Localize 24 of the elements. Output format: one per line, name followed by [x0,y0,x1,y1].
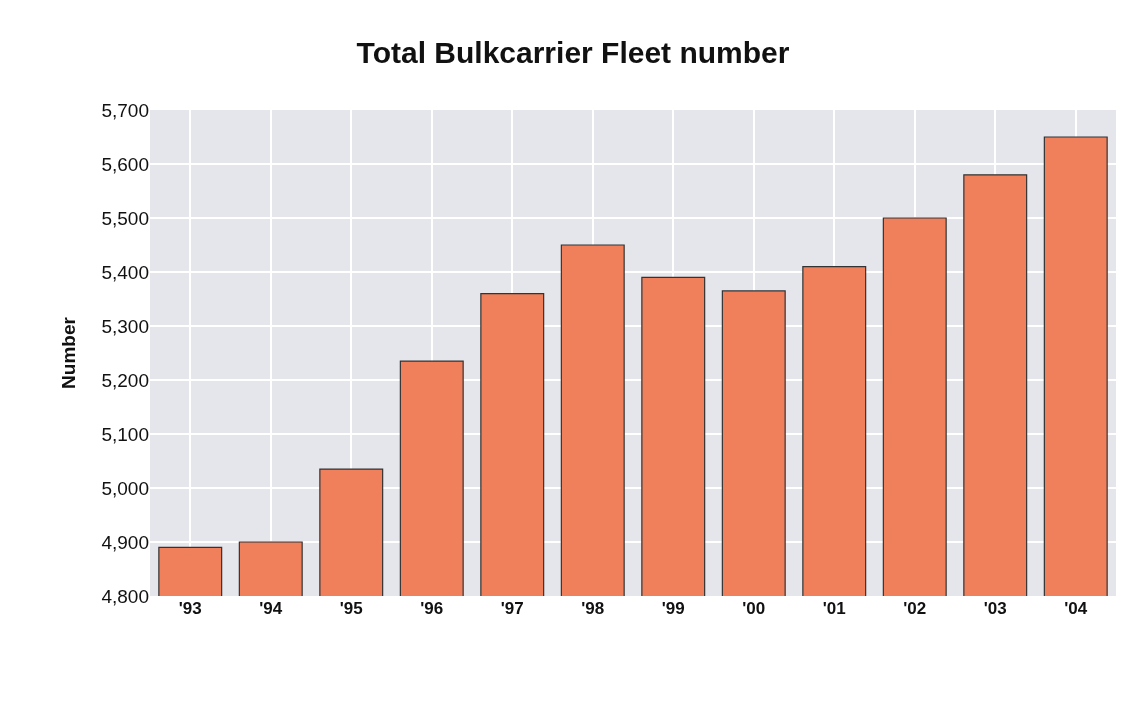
x-tick-label: '03 [983,599,1007,618]
x-tick-label: '99 [661,599,685,618]
x-tick-label: '98 [581,599,605,618]
y-tick-label: 5,400 [101,261,149,283]
x-tick-label: '95 [339,599,363,618]
y-tick-label: 5,500 [101,207,149,229]
x-tick-label: '96 [420,599,444,618]
y-tick-label: 5,100 [101,423,149,445]
x-tick-label: '04 [1064,599,1088,618]
x-tick-label: '00 [742,599,766,618]
x-tick-label: '97 [500,599,524,618]
y-tick-label: 4,800 [101,585,149,607]
chart-title: Total Bulkcarrier Fleet number [356,36,790,70]
y-tick-label: 5,000 [101,477,149,499]
y-tick-label: 5,700 [101,99,149,121]
y-tick-label: 5,200 [101,369,149,391]
x-tick-label: '93 [178,599,202,618]
x-tick-label: '01 [822,599,846,618]
y-axis-title: Number [58,316,80,389]
y-tick-label: 5,300 [101,315,149,337]
y-tick-label: 4,900 [101,531,149,553]
x-tick-label: '94 [259,599,283,618]
y-tick-label: 5,600 [101,153,149,175]
x-tick-label: '02 [903,599,927,618]
